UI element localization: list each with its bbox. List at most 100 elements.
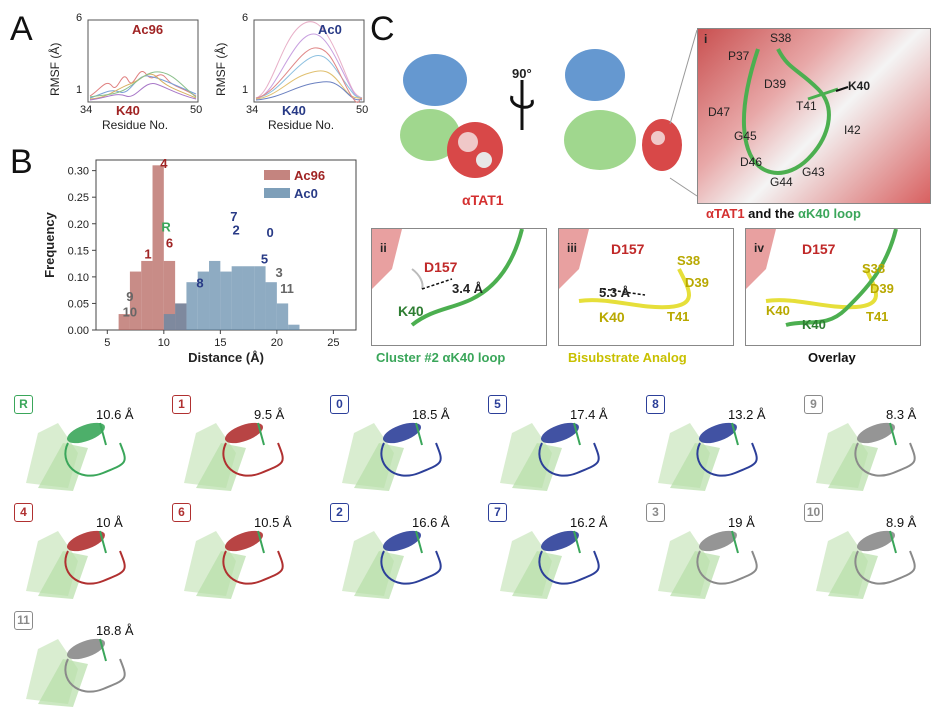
caption-and: and the xyxy=(744,206,799,221)
rmsf-left-frame xyxy=(87,19,199,103)
distance-label: 5.3 Å xyxy=(599,285,631,300)
cluster-cell: 0 18.5 Å xyxy=(324,393,476,493)
cluster-id-badge: 8 xyxy=(646,395,665,414)
cluster-id-badge: 9 xyxy=(804,395,823,414)
histogram-bar xyxy=(129,271,142,330)
inset-iv-caption: Overlay xyxy=(808,350,856,365)
structure-front xyxy=(400,54,503,178)
rmsf-left-line xyxy=(89,71,197,98)
histogram-bar xyxy=(242,266,255,330)
cluster-structure xyxy=(816,422,916,491)
histogram-bar xyxy=(276,303,289,330)
cluster-number-label: 1 xyxy=(144,246,151,261)
caption-loop: αK40 loop xyxy=(798,206,861,221)
histogram-bar xyxy=(152,165,164,330)
cluster-number-label: 9 xyxy=(126,289,133,304)
zoom-lines xyxy=(669,29,698,197)
histogram-bar xyxy=(163,260,176,330)
cluster-id-badge: 6 xyxy=(172,503,191,522)
t41-label: T41 xyxy=(866,309,889,324)
cluster-id-badge: 7 xyxy=(488,503,507,522)
x-tick-label: 20 xyxy=(271,337,283,349)
x-tick-label: 15 xyxy=(214,337,226,349)
inset-ii-label: ii xyxy=(380,241,387,255)
inset-iii-label: iii xyxy=(567,241,578,255)
cluster-number-label: 2 xyxy=(233,222,240,237)
histogram-bar xyxy=(118,314,130,330)
residue-label: G45 xyxy=(734,129,757,143)
k40-label: K40 xyxy=(802,317,826,332)
residue-label: P37 xyxy=(728,49,750,63)
residue-label: K40 xyxy=(848,79,871,93)
cluster-structure xyxy=(184,530,284,599)
cluster-distance-label: 13.2 Å xyxy=(728,407,766,422)
cluster-distance-label: 8.9 Å xyxy=(886,515,917,530)
cluster-number-label: 11 xyxy=(280,281,294,296)
cluster-structure xyxy=(342,422,442,491)
s38-label: S38 xyxy=(677,253,701,268)
histogram-bar xyxy=(163,314,176,330)
legend-swatch xyxy=(264,188,290,198)
rmsf-plots xyxy=(87,19,365,103)
cluster-distance-label: 16.6 Å xyxy=(412,515,450,530)
distance-label: 3.4 Å xyxy=(452,281,484,296)
k40-label: K40 xyxy=(599,309,625,325)
histogram-bar xyxy=(288,324,300,330)
histogram-bar xyxy=(197,271,210,330)
cluster-id-badge: 10 xyxy=(804,503,823,522)
k40-label: K40 xyxy=(766,303,790,318)
rmsf-right-line xyxy=(255,33,363,100)
y-axis-label: Frequency xyxy=(42,211,57,278)
inset-ii-caption: Cluster #2 αK40 loop xyxy=(376,350,506,365)
cluster-cell: 4 10 Å xyxy=(8,501,160,601)
histogram-bar xyxy=(220,271,232,330)
panel-letter-b: B xyxy=(10,143,33,181)
rmsf-right-xtick: 34 xyxy=(246,104,259,116)
inset-i-caption: αTAT1 and the αK40 loop xyxy=(706,206,861,221)
cluster-distance-label: 10 Å xyxy=(96,515,123,530)
inset-iii: iii D157 S38 D39 5.3 Å K40 T41 xyxy=(558,228,734,346)
cluster-distance-label: 16.2 Å xyxy=(570,515,608,530)
rmsf-left-xtick: 50 xyxy=(190,104,203,116)
cluster-id-badge: 11 xyxy=(14,611,33,630)
cluster-id-badge: 1 xyxy=(172,395,191,414)
inset-i-label: i xyxy=(704,32,708,46)
cluster-number-label: 8 xyxy=(196,276,203,291)
cluster-number-label: 10 xyxy=(123,305,137,320)
histogram-bar xyxy=(254,266,266,330)
cluster-number-label: 6 xyxy=(166,236,173,251)
cluster-distance-label: 18.8 Å xyxy=(96,623,134,638)
y-tick-label: 0.25 xyxy=(68,192,89,204)
rmsf-left-xtick-k40: K40 xyxy=(116,103,140,118)
d39-label: D39 xyxy=(870,281,894,296)
histogram-bar xyxy=(175,303,187,330)
rmsf-left-ytick: 1 xyxy=(76,84,83,96)
residue-label: G44 xyxy=(770,175,793,189)
rmsf-right-line xyxy=(255,21,363,99)
rotation-arrow-icon xyxy=(510,80,534,130)
histogram-bar xyxy=(186,282,198,330)
cluster-cell: 9 8.3 Å xyxy=(798,393,946,493)
rmsf-right-xtick: 50 xyxy=(356,104,369,116)
panel-letter-c: C xyxy=(370,10,395,48)
cluster-cell: 5 17.4 Å xyxy=(482,393,634,493)
atat1-structures xyxy=(400,49,682,178)
rmsf-right-ytick: 1 xyxy=(242,84,249,96)
cluster-distance-label: 18.5 Å xyxy=(412,407,450,422)
histogram-bar xyxy=(141,260,153,330)
rmsf-right-frame xyxy=(253,19,365,103)
d39-label: D39 xyxy=(685,275,709,290)
cluster-structure xyxy=(26,422,126,491)
rmsf-left-line xyxy=(89,75,197,99)
residue-label: T41 xyxy=(796,99,817,113)
cluster-structure xyxy=(816,530,916,599)
residue-label: D46 xyxy=(740,155,763,169)
residue-label: S38 xyxy=(770,31,792,45)
histogram-bar xyxy=(209,260,221,330)
cluster-cell: 1 9.5 Å xyxy=(166,393,318,493)
rmsf-left-xlabel: Residue No. xyxy=(102,118,169,132)
rmsf-right-line xyxy=(255,55,363,99)
x-tick-label: 10 xyxy=(158,337,170,349)
cluster-cell: 7 16.2 Å xyxy=(482,501,634,601)
structure-rotated xyxy=(564,49,682,171)
